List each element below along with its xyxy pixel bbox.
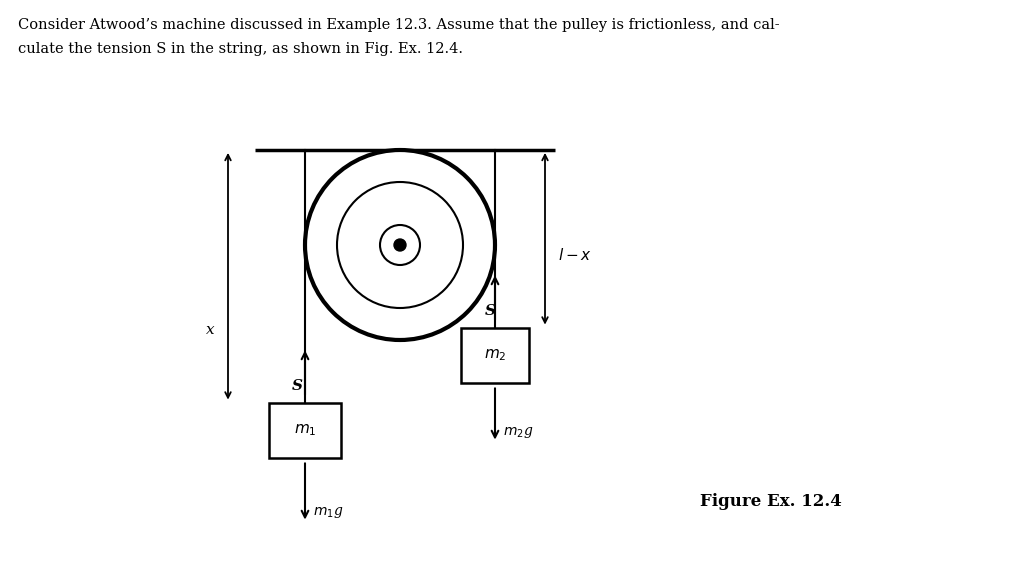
Text: S: S [484,303,496,318]
Text: x: x [206,323,214,337]
Text: S: S [292,378,302,393]
Ellipse shape [394,239,406,251]
Bar [461,328,529,382]
Text: $m_2$g: $m_2$g [503,425,534,440]
Bar [269,402,341,457]
Ellipse shape [305,150,495,340]
Text: Consider Atwood’s machine discussed in Example 12.3. Assume that the pulley is f: Consider Atwood’s machine discussed in E… [18,18,779,32]
Text: $m_2$: $m_2$ [483,347,506,363]
Text: $m_1$g: $m_1$g [313,505,343,520]
Text: $m_1$: $m_1$ [294,422,316,438]
Text: culate the tension S in the string, as shown in Fig. Ex. 12.4.: culate the tension S in the string, as s… [18,42,463,56]
Text: Figure Ex. 12.4: Figure Ex. 12.4 [700,493,842,510]
Text: $l - x$: $l - x$ [558,247,592,263]
